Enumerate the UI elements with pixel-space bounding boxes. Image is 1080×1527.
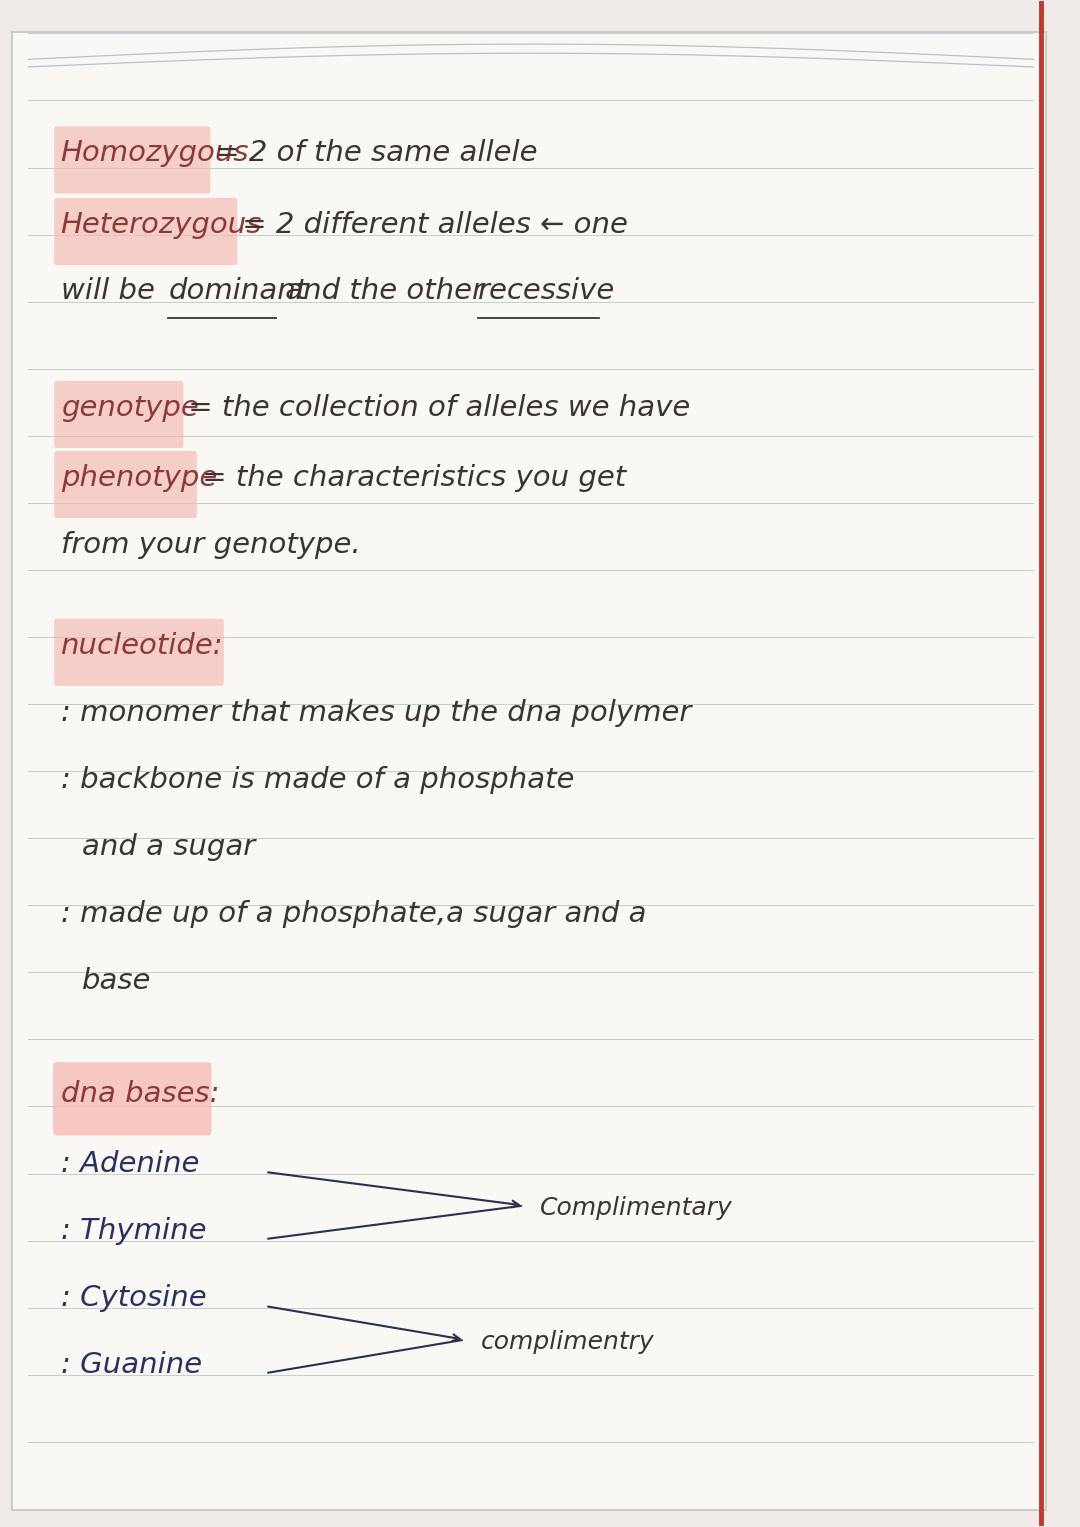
Text: will be: will be	[60, 276, 164, 304]
Text: dominant: dominant	[168, 276, 308, 304]
FancyBboxPatch shape	[53, 1063, 212, 1136]
FancyBboxPatch shape	[54, 450, 197, 518]
Text: recessive: recessive	[478, 276, 616, 304]
FancyBboxPatch shape	[54, 199, 238, 266]
Text: : Cytosine: : Cytosine	[60, 1284, 206, 1312]
Text: = 2 different alleles ← one: = 2 different alleles ← one	[233, 211, 627, 240]
Text: and the other: and the other	[276, 276, 494, 304]
Text: dna bases:: dna bases:	[60, 1080, 219, 1109]
Text: : Thymine: : Thymine	[60, 1217, 206, 1245]
FancyBboxPatch shape	[12, 32, 1047, 1510]
FancyBboxPatch shape	[54, 380, 184, 447]
Text: : made up of a phosphate,a sugar and a: : made up of a phosphate,a sugar and a	[60, 899, 646, 928]
Text: : monomer that makes up the dna polymer: : monomer that makes up the dna polymer	[60, 699, 691, 727]
Text: and a sugar: and a sugar	[82, 832, 256, 861]
FancyBboxPatch shape	[54, 618, 224, 686]
FancyBboxPatch shape	[54, 127, 211, 194]
Text: = 2 of the same allele: = 2 of the same allele	[206, 139, 538, 168]
Text: phenotype: phenotype	[60, 464, 217, 492]
Text: = the collection of alleles we have: = the collection of alleles we have	[179, 394, 690, 421]
Text: base: base	[82, 967, 151, 996]
Text: Heterozygous: Heterozygous	[60, 211, 262, 240]
Text: complimentry: complimentry	[481, 1330, 654, 1354]
Text: nucleotide:: nucleotide:	[60, 632, 224, 660]
Text: : Adenine: : Adenine	[60, 1150, 199, 1177]
Text: genotype: genotype	[60, 394, 199, 421]
Text: from your genotype.: from your genotype.	[60, 531, 361, 559]
Text: Complimentary: Complimentary	[540, 1196, 732, 1220]
Text: : backbone is made of a phosphate: : backbone is made of a phosphate	[60, 767, 573, 794]
Text: Homozygous: Homozygous	[60, 139, 249, 168]
Text: : Guanine: : Guanine	[60, 1351, 202, 1379]
Text: = the characteristics you get: = the characteristics you get	[192, 464, 625, 492]
